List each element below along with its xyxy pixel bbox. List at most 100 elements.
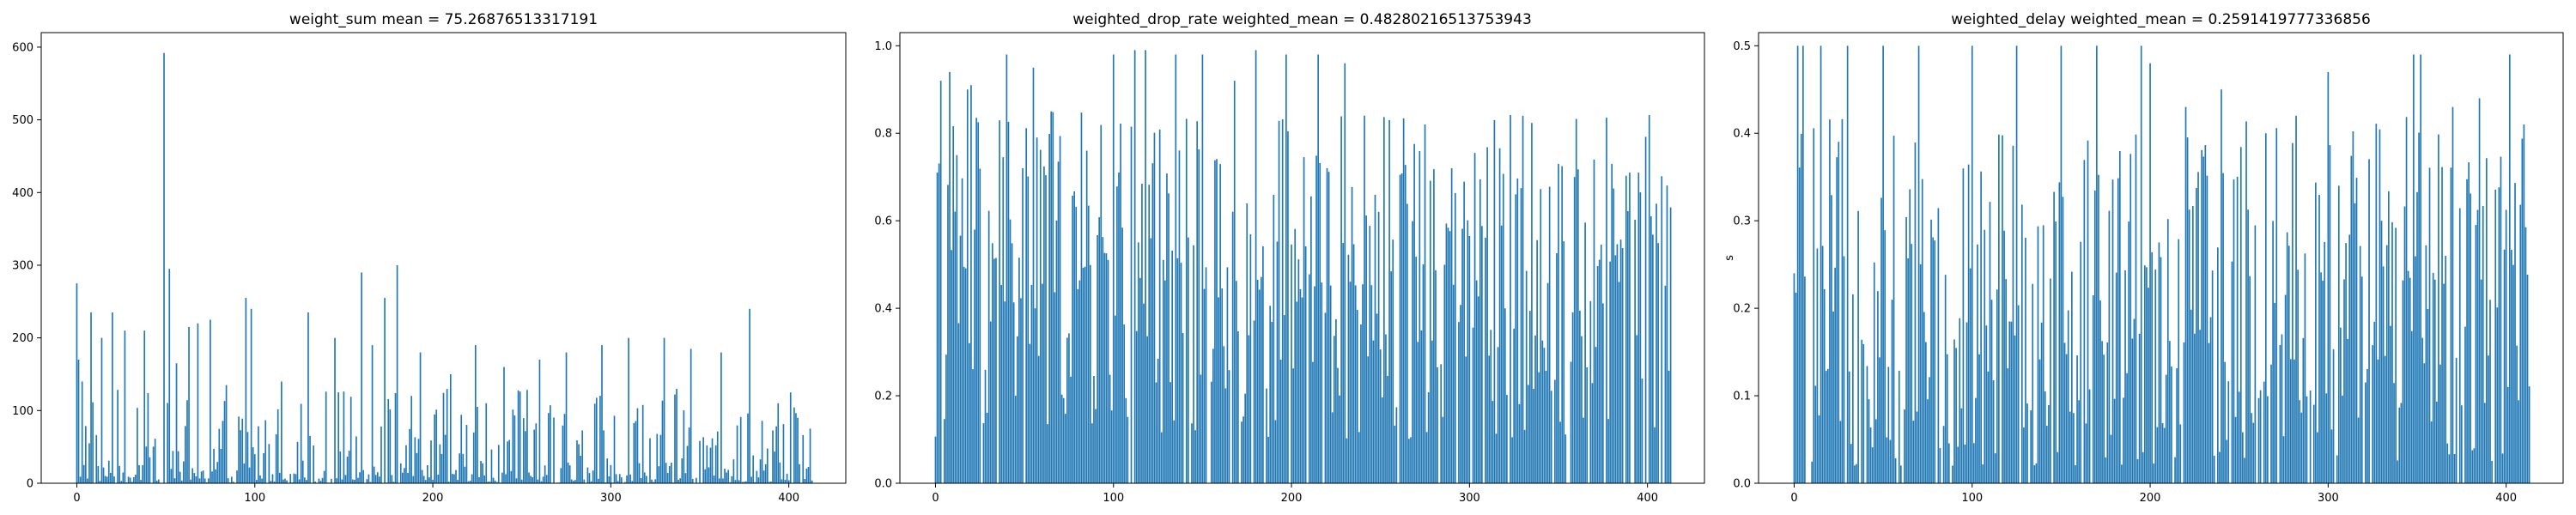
bar <box>1185 118 1188 483</box>
bar <box>1607 419 1609 483</box>
bar <box>1253 320 1255 483</box>
bar <box>2158 242 2160 483</box>
bar <box>2026 403 2028 483</box>
bar <box>2476 209 2479 483</box>
bar <box>2359 245 2361 483</box>
bar <box>1832 311 1834 483</box>
bar <box>371 345 374 483</box>
bar <box>2183 342 2185 483</box>
bar <box>2468 162 2470 483</box>
bar <box>1237 331 1239 483</box>
bar <box>369 482 372 483</box>
bar <box>1193 245 1194 483</box>
bar <box>222 421 224 483</box>
bar <box>2065 354 2068 483</box>
bar <box>1308 274 1310 483</box>
bar <box>1042 283 1043 483</box>
bar <box>720 352 722 483</box>
bar <box>1427 392 1430 483</box>
bar <box>2149 63 2151 484</box>
bar <box>193 473 196 483</box>
bar <box>2482 205 2484 483</box>
bar <box>472 432 475 483</box>
bar <box>1182 333 1184 483</box>
bar <box>467 481 470 483</box>
bar <box>718 478 720 483</box>
bar <box>1595 347 1597 483</box>
bar <box>1613 188 1615 484</box>
bar <box>1258 289 1261 483</box>
bar <box>92 402 94 483</box>
bar <box>331 478 332 483</box>
bar <box>951 250 952 483</box>
bar <box>220 448 222 483</box>
bar <box>1133 50 1136 483</box>
bar <box>376 472 379 483</box>
bar <box>2348 234 2351 483</box>
bar <box>1481 226 1483 483</box>
bar <box>1387 375 1388 483</box>
bar <box>1188 237 1189 483</box>
bar <box>2249 276 2251 483</box>
bar <box>2304 253 2306 483</box>
bar <box>2010 321 2013 483</box>
bar <box>2067 310 2069 483</box>
bar <box>809 428 811 483</box>
bar <box>2008 321 2011 483</box>
bar <box>2096 45 2098 483</box>
bar <box>1281 118 1284 483</box>
bar <box>1248 335 1250 483</box>
bar <box>77 360 80 483</box>
bar <box>580 455 581 483</box>
bar <box>1335 318 1337 483</box>
bar <box>1495 433 1498 483</box>
x-tick-label: 200 <box>1281 492 1303 505</box>
bar <box>804 479 806 483</box>
bar <box>681 458 683 483</box>
bar <box>2287 245 2290 483</box>
bar <box>1637 173 1640 484</box>
bar <box>713 476 715 483</box>
bar <box>779 462 781 483</box>
bar <box>1412 221 1413 483</box>
bar <box>2196 187 2197 483</box>
bar <box>2500 156 2502 483</box>
bar <box>1242 416 1244 483</box>
bar <box>2450 167 2452 483</box>
bar <box>2209 317 2212 483</box>
bar <box>2390 325 2391 483</box>
bar <box>538 360 541 483</box>
bar <box>2117 178 2119 483</box>
bar <box>483 475 486 483</box>
bar <box>2274 302 2275 483</box>
bar <box>2085 423 2087 483</box>
bar <box>1314 286 1315 483</box>
bar <box>2236 176 2239 483</box>
bar <box>656 433 659 483</box>
bar <box>186 400 188 483</box>
bar <box>85 426 87 483</box>
bar <box>588 473 591 483</box>
bar <box>956 154 958 483</box>
bar <box>2033 465 2036 483</box>
bar <box>1525 270 1528 483</box>
bar <box>734 480 737 483</box>
bar <box>271 474 274 483</box>
bar <box>2108 210 2111 483</box>
bar <box>1929 377 1930 483</box>
bar <box>2410 330 2413 483</box>
bar <box>2309 391 2312 483</box>
bar <box>1520 188 1522 483</box>
bar <box>432 479 434 483</box>
bar <box>1661 176 1663 484</box>
bar <box>2413 54 2415 484</box>
bar <box>1098 217 1101 483</box>
bar <box>494 480 496 483</box>
bar <box>2153 464 2155 483</box>
bar <box>1813 128 1815 483</box>
x-tick-label: 300 <box>2318 492 2339 505</box>
chart-title: weighted_drop_rate weighted_mean = 0.482… <box>1072 11 1532 28</box>
bar <box>389 409 392 483</box>
bar <box>2292 142 2293 484</box>
bar <box>1312 361 1314 483</box>
